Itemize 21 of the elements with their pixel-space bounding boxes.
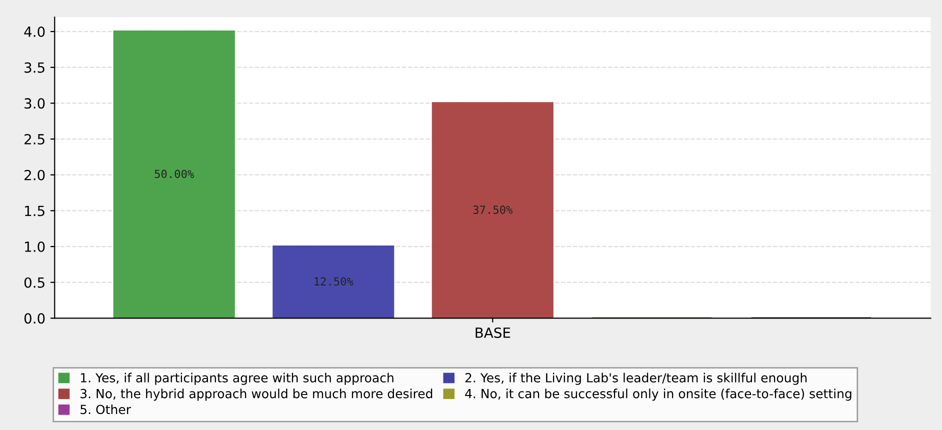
y-tick-label: 0.5: [24, 277, 44, 288]
y-tick-label: 2.5: [24, 134, 44, 145]
y-tick-label: 1.0: [25, 242, 45, 252]
y-tick-label: 3.5: [24, 62, 44, 73]
legend-label: 3. No, the hybrid approach would be much more desired: [80, 388, 432, 401]
y-tick-label: 0.0: [24, 313, 45, 324]
legend-label: 5. Other: [80, 404, 131, 414]
legend-label: 2. Yes, if the Living Lab's leader/team is skillful enough: [465, 372, 807, 385]
y-tick-label: 3.0: [24, 98, 45, 109]
y-tick-label: 2.0: [24, 170, 45, 180]
bar: [272, 245, 394, 318]
legend-label: 1. Yes, if all participants agree with such approach: [80, 372, 394, 385]
annotation: 37.50%: [473, 206, 513, 214]
annotation: 12.50%: [314, 277, 354, 286]
y-tick-label: 4.0: [24, 26, 45, 38]
y-tick-label: 1.5: [25, 206, 44, 216]
legend-label: 4. No, it can be successful only in onsite (face-to-face) setting: [465, 388, 852, 401]
x-tick-label: BASE: [476, 327, 510, 338]
bar: [113, 30, 235, 318]
bar: [432, 102, 554, 318]
annotation: 50.00%: [154, 170, 194, 178]
